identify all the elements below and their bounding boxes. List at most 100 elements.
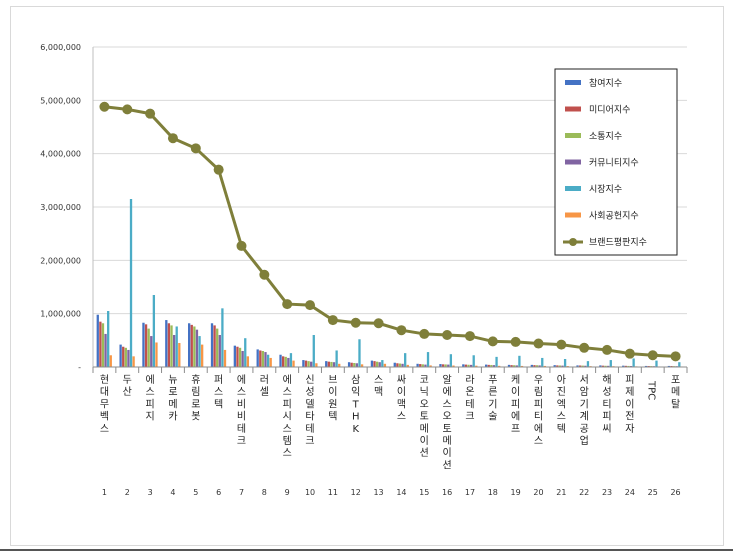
bar-미디어지수 (487, 364, 490, 367)
bar-사회공헌지수 (315, 363, 318, 367)
line-point (396, 325, 407, 336)
bar-소통지수 (581, 365, 584, 367)
bar-미디어지수 (122, 346, 125, 367)
bar-사회공헌지수 (201, 344, 204, 367)
bar-사회공헌지수 (383, 363, 387, 367)
bar-커뮤니티지수 (424, 364, 427, 367)
bar-시장지수 (107, 311, 110, 367)
bar-시장지수 (221, 308, 224, 367)
bar-커뮤니티지수 (469, 364, 473, 367)
bar-참여지수 (233, 345, 236, 367)
bar-미디어지수 (441, 364, 445, 367)
line-point (373, 318, 384, 329)
bar-시장지수 (518, 355, 521, 367)
x-index-label: 24 (625, 488, 635, 497)
bar-사회공헌지수 (429, 365, 432, 367)
legend-label: 브랜드평판지수 (589, 237, 647, 248)
bar-소통지수 (513, 365, 516, 367)
bar-커뮤니티지수 (515, 365, 518, 367)
legend-label: 시장지수 (589, 184, 622, 195)
bar-참여지수 (462, 364, 465, 367)
line-point (464, 331, 475, 342)
line-point (533, 338, 544, 349)
bar-소통지수 (170, 325, 173, 367)
bar-시장지수 (472, 355, 475, 367)
line-point (442, 330, 453, 340)
bar-사회공헌지수 (543, 365, 546, 367)
bar-미디어지수 (419, 364, 422, 367)
bar-사회공헌지수 (475, 365, 478, 367)
bar-소통지수 (375, 361, 379, 367)
bar-참여지수 (644, 365, 648, 367)
legend-swatch (565, 106, 581, 112)
bar-미디어지수 (373, 361, 376, 367)
bar-사회공헌지수 (360, 364, 364, 367)
bar-참여지수 (279, 354, 282, 367)
bar-사회공헌지수 (520, 365, 524, 367)
bar-소통지수 (330, 361, 333, 367)
x-index-label: 16 (442, 488, 452, 497)
bar-소통지수 (444, 364, 447, 367)
x-index-label: 12 (351, 488, 361, 497)
bar-시장지수 (266, 354, 270, 367)
bar-사회공헌지수 (246, 356, 249, 367)
bar-미디어지수 (99, 321, 102, 367)
bar-커뮤니티지수 (310, 361, 313, 367)
bar-시장지수 (358, 339, 361, 367)
x-index-label: 9 (285, 488, 290, 497)
bar-커뮤니티지수 (287, 357, 290, 367)
bar-소통지수 (604, 365, 607, 367)
bar-시장지수 (289, 353, 293, 367)
bar-참여지수 (599, 365, 602, 367)
bar-커뮤니티지수 (447, 364, 450, 367)
line-point (213, 164, 224, 175)
bar-사회공헌지수 (498, 365, 501, 367)
legend-swatch (565, 212, 581, 218)
x-index-label: 5 (193, 488, 198, 497)
bar-참여지수 (485, 364, 488, 367)
bar-시장지수 (152, 295, 156, 367)
bar-소통지수 (284, 356, 287, 367)
bar-미디어지수 (396, 363, 399, 367)
legend-label: 참여지수 (589, 77, 622, 89)
x-index-label: 22 (579, 488, 589, 497)
bar-시장지수 (632, 358, 635, 367)
bar-시장지수 (563, 359, 567, 367)
bar-커뮤니티지수 (264, 352, 267, 367)
bar-소통지수 (558, 365, 562, 367)
bar-소통지수 (535, 365, 539, 367)
bar-사회공헌지수 (109, 355, 112, 367)
legend-marker (569, 238, 577, 246)
bar-layer (96, 199, 684, 367)
x-category-label: TPC (646, 380, 657, 400)
line-point (282, 299, 293, 310)
line-point (350, 317, 361, 328)
bar-미디어지수 (533, 365, 536, 367)
x-index-label: 3 (148, 488, 153, 497)
x-index-label: 18 (488, 488, 498, 497)
bar-소통지수 (238, 347, 242, 367)
bar-커뮤니티지수 (355, 363, 359, 367)
bar-참여지수 (347, 362, 351, 367)
bar-커뮤니티지수 (492, 365, 496, 367)
line-point (510, 336, 521, 347)
legend-label: 소통지수 (589, 131, 622, 142)
line-point (624, 348, 635, 359)
line-point (259, 269, 270, 280)
bottom-rule (0, 549, 733, 551)
bar-참여지수 (416, 363, 419, 367)
x-index-label: 25 (648, 488, 658, 497)
bar-미디어지수 (350, 362, 353, 367)
